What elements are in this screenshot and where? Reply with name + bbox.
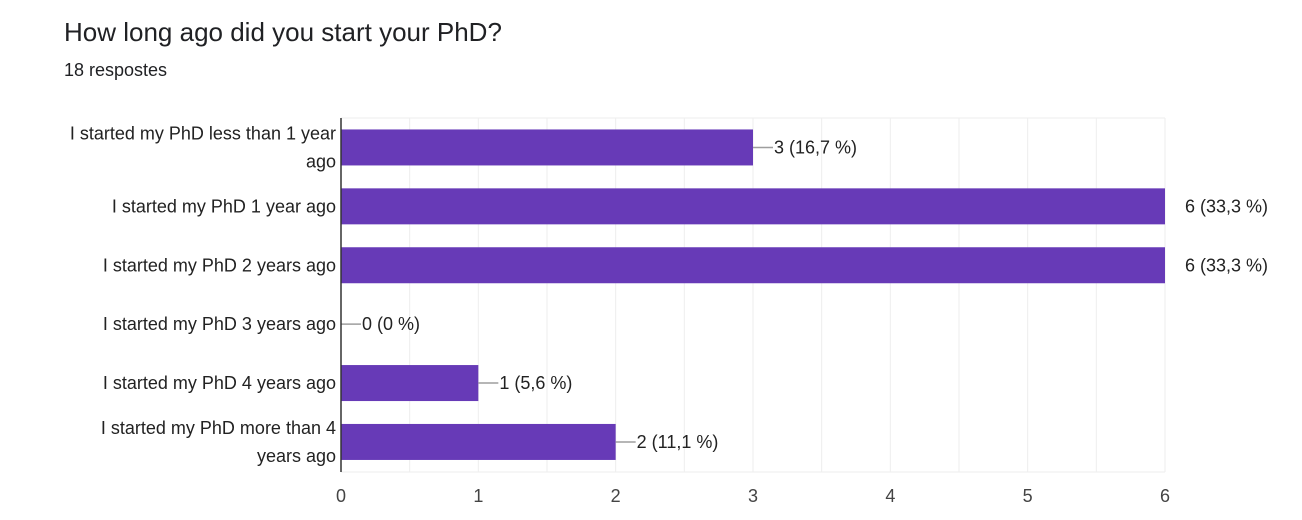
- x-tick-label: 3: [748, 486, 758, 506]
- response-count: 18 respostes: [64, 60, 168, 80]
- x-tick-label: 4: [885, 486, 895, 506]
- bar: [341, 247, 1165, 284]
- category-label: I started my PhD 3 years ago: [103, 314, 336, 334]
- data-label: 2 (11,1 %): [637, 432, 719, 452]
- x-tick-label: 2: [611, 486, 621, 506]
- question-title: How long ago did you start your PhD?: [64, 17, 502, 47]
- category-label: years ago: [257, 446, 336, 466]
- x-tick-label: 5: [1023, 486, 1033, 506]
- category-label: I started my PhD 4 years ago: [103, 373, 336, 393]
- data-label: 0 (0 %): [362, 314, 420, 334]
- data-label: 6 (33,3 %): [1185, 255, 1268, 275]
- category-label: I started my PhD more than 4: [101, 418, 336, 438]
- data-label: 3 (16,7 %): [774, 137, 857, 157]
- bar: [341, 129, 753, 166]
- x-tick-label: 0: [336, 486, 346, 506]
- x-tick-label: 6: [1160, 486, 1170, 506]
- bar: [341, 188, 1165, 225]
- bar: [341, 365, 479, 402]
- category-label: ago: [306, 151, 336, 171]
- x-tick-label: 1: [473, 486, 483, 506]
- bar: [341, 423, 616, 460]
- data-label: 1 (5,6 %): [499, 373, 572, 393]
- category-label: I started my PhD less than 1 year: [70, 123, 336, 143]
- data-label: 6 (33,3 %): [1185, 196, 1268, 216]
- category-label: I started my PhD 2 years ago: [103, 255, 336, 275]
- category-label: I started my PhD 1 year ago: [112, 196, 336, 216]
